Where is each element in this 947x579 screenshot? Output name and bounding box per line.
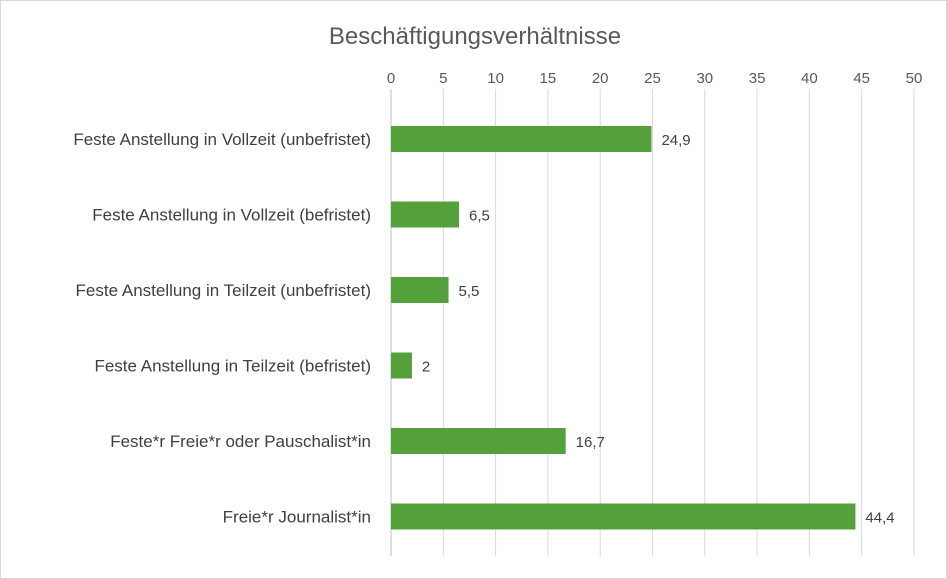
bar-3 [391,352,412,379]
x-tick-label-20: 20 [592,70,609,87]
bars [391,126,856,530]
chart-title: Beschäftigungsverhältnisse [329,23,621,50]
bar-2 [391,277,449,303]
x-tick-label-0: 0 [387,70,395,87]
x-tick-label-5: 5 [439,70,447,87]
x-axis-ticks: 0 5 10 15 20 25 30 35 40 45 50 [387,70,923,87]
x-tick-label-40: 40 [801,70,818,87]
category-label-2: Feste Anstellung in Teilzeit (unbefriste… [76,281,371,300]
x-tick-label-45: 45 [853,70,870,87]
x-tick-label-10: 10 [487,70,504,87]
data-label-3: 2 [422,359,430,376]
category-label-5: Freie*r Journalist*in [223,508,371,527]
x-tick-label-30: 30 [696,70,713,87]
bar-0 [391,126,652,152]
x-tick-label-25: 25 [644,70,661,87]
gridlines [390,89,915,556]
bar-5 [391,503,856,530]
data-labels: 24,9 6,5 5,5 2 16,7 44,4 [422,132,895,527]
data-label-1: 6,5 [469,208,490,225]
category-label-3: Feste Anstellung in Teilzeit (befristet) [94,357,371,376]
data-label-4: 16,7 [576,434,605,451]
data-label-0: 24,9 [661,132,690,149]
category-label-4: Feste*r Freie*r oder Pauschalist*in [110,432,371,451]
category-label-0: Feste Anstellung in Vollzeit (unbefriste… [73,130,371,149]
bar-1 [391,201,459,228]
category-label-1: Feste Anstellung in Vollzeit (befristet) [92,206,371,225]
category-labels: Feste Anstellung in Vollzeit (unbefriste… [73,130,371,527]
bar-4 [391,428,566,454]
data-label-5: 44,4 [865,510,894,527]
x-tick-label-15: 15 [540,70,557,87]
x-tick-label-50: 50 [906,70,923,87]
data-label-2: 5,5 [459,283,480,300]
x-tick-label-35: 35 [749,70,766,87]
